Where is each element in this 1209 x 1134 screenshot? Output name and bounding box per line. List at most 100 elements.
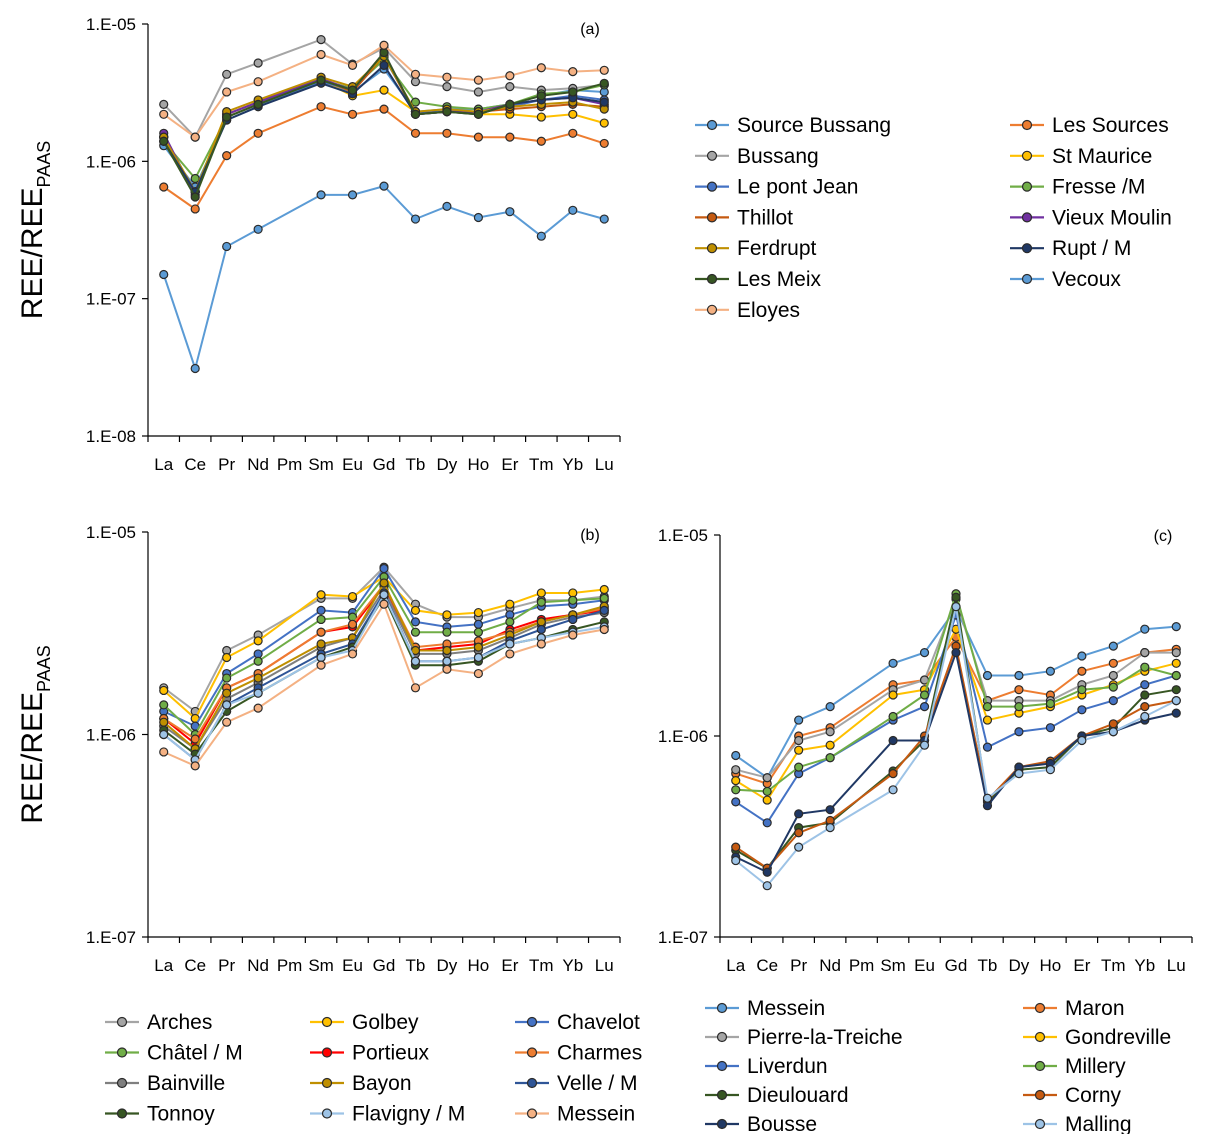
data-point [568, 109, 578, 119]
data-point [888, 690, 898, 700]
legend-item: Bayon [310, 1072, 412, 1095]
data-point [410, 617, 421, 627]
legend-marker [116, 1047, 128, 1058]
data-point [536, 617, 546, 627]
data-point [568, 128, 578, 138]
x-tick-label: Ho [468, 956, 490, 975]
data-point [159, 700, 169, 710]
data-point [1077, 685, 1087, 695]
legend-marker [1034, 1118, 1046, 1130]
data-point [1140, 680, 1150, 690]
x-tick-label: Ho [468, 455, 490, 474]
data-point [919, 647, 930, 658]
legend-item: Bousse [705, 1113, 817, 1134]
data-point [568, 614, 578, 625]
data-point [159, 729, 169, 740]
legend-label: Bussang [737, 145, 819, 168]
x-tick-label: Lu [1167, 956, 1186, 975]
data-point [762, 818, 772, 828]
legend-marker [706, 212, 718, 223]
legend-item: Vieux Moulin [1010, 206, 1172, 229]
data-point [1171, 696, 1181, 706]
data-point [919, 702, 930, 712]
legend-item: Le pont Jean [695, 176, 858, 199]
data-point [1108, 727, 1118, 737]
legend-label: Pierre-la-Treiche [747, 1026, 903, 1049]
data-point [982, 742, 993, 752]
data-point [568, 630, 578, 640]
data-point [410, 605, 421, 616]
data-point [473, 668, 483, 679]
data-point [316, 75, 326, 85]
legend-label: Le pont Jean [737, 176, 858, 199]
y-tick-label: 1.E-08 [86, 427, 136, 446]
x-tick-label: Pm [849, 956, 875, 975]
legend-marker [321, 1047, 333, 1058]
data-point [762, 867, 772, 877]
legend-item: Messein [515, 1103, 635, 1126]
data-point [253, 128, 263, 138]
data-point [1045, 666, 1056, 676]
legend-label: Thillot [737, 206, 793, 229]
legend-item: Eloyes [695, 299, 800, 322]
x-tick-label: Er [1073, 956, 1090, 975]
data-point [379, 578, 389, 588]
data-point [347, 619, 358, 629]
legend-label: Millery [1065, 1055, 1126, 1078]
data-point [1014, 702, 1024, 712]
x-tick-label: La [726, 956, 745, 975]
legend: Source Bussang Les Sources Bussang St Mauri… [695, 114, 1172, 322]
data-point [982, 715, 993, 725]
x-tick-label: Yb [562, 455, 583, 474]
data-point [599, 78, 609, 88]
legend-item: Les Sources [1010, 114, 1169, 137]
legend-item: Gondreville [1023, 1026, 1171, 1049]
x-tick-label: Lu [595, 956, 614, 975]
legend-label: Vieux Moulin [1052, 206, 1172, 229]
series-chatel-m [159, 572, 609, 740]
legend-marker [706, 273, 718, 285]
legend-label: Corny [1065, 1084, 1122, 1107]
data-point [316, 652, 326, 663]
series-line [163, 580, 605, 751]
data-point [379, 590, 389, 600]
data-point [919, 690, 930, 700]
x-tick-label: Ce [184, 956, 206, 975]
data-point [316, 49, 326, 60]
data-point [1140, 690, 1150, 700]
legend-marker [716, 1002, 728, 1014]
series-line [735, 642, 1177, 870]
panel-tag: (c) [1154, 528, 1173, 545]
x-tick-label: Ce [756, 956, 778, 975]
data-point [1171, 685, 1181, 695]
legend-marker [1034, 1089, 1046, 1101]
legend-label: Bayon [352, 1072, 412, 1095]
data-point [794, 745, 804, 755]
data-point [442, 201, 452, 211]
x-tick-label: Nd [247, 956, 269, 975]
legend-marker [116, 1077, 128, 1089]
legend-item: Source Bussang [695, 114, 891, 137]
data-point [159, 269, 169, 280]
data-point [888, 735, 898, 746]
x-tick-label: Ce [184, 455, 206, 474]
data-point [379, 563, 389, 574]
legend-marker [706, 181, 718, 192]
data-point [1140, 647, 1150, 658]
data-point [379, 599, 389, 609]
data-point [222, 673, 232, 683]
legend-marker [706, 119, 718, 131]
x-tick-label: Yb [1134, 956, 1155, 975]
legend-label: Les Meix [737, 268, 822, 291]
data-point [316, 190, 326, 200]
legend-marker [526, 1016, 538, 1028]
data-point [159, 182, 169, 192]
data-point [982, 793, 993, 803]
data-point [982, 801, 993, 811]
x-tick-label: Gd [945, 956, 968, 975]
legend-label: Rupt / M [1052, 237, 1131, 260]
legend-item: Velle / M [515, 1072, 638, 1095]
data-point [762, 881, 772, 891]
x-tick-label: Pr [790, 956, 807, 975]
data-point [536, 597, 546, 607]
